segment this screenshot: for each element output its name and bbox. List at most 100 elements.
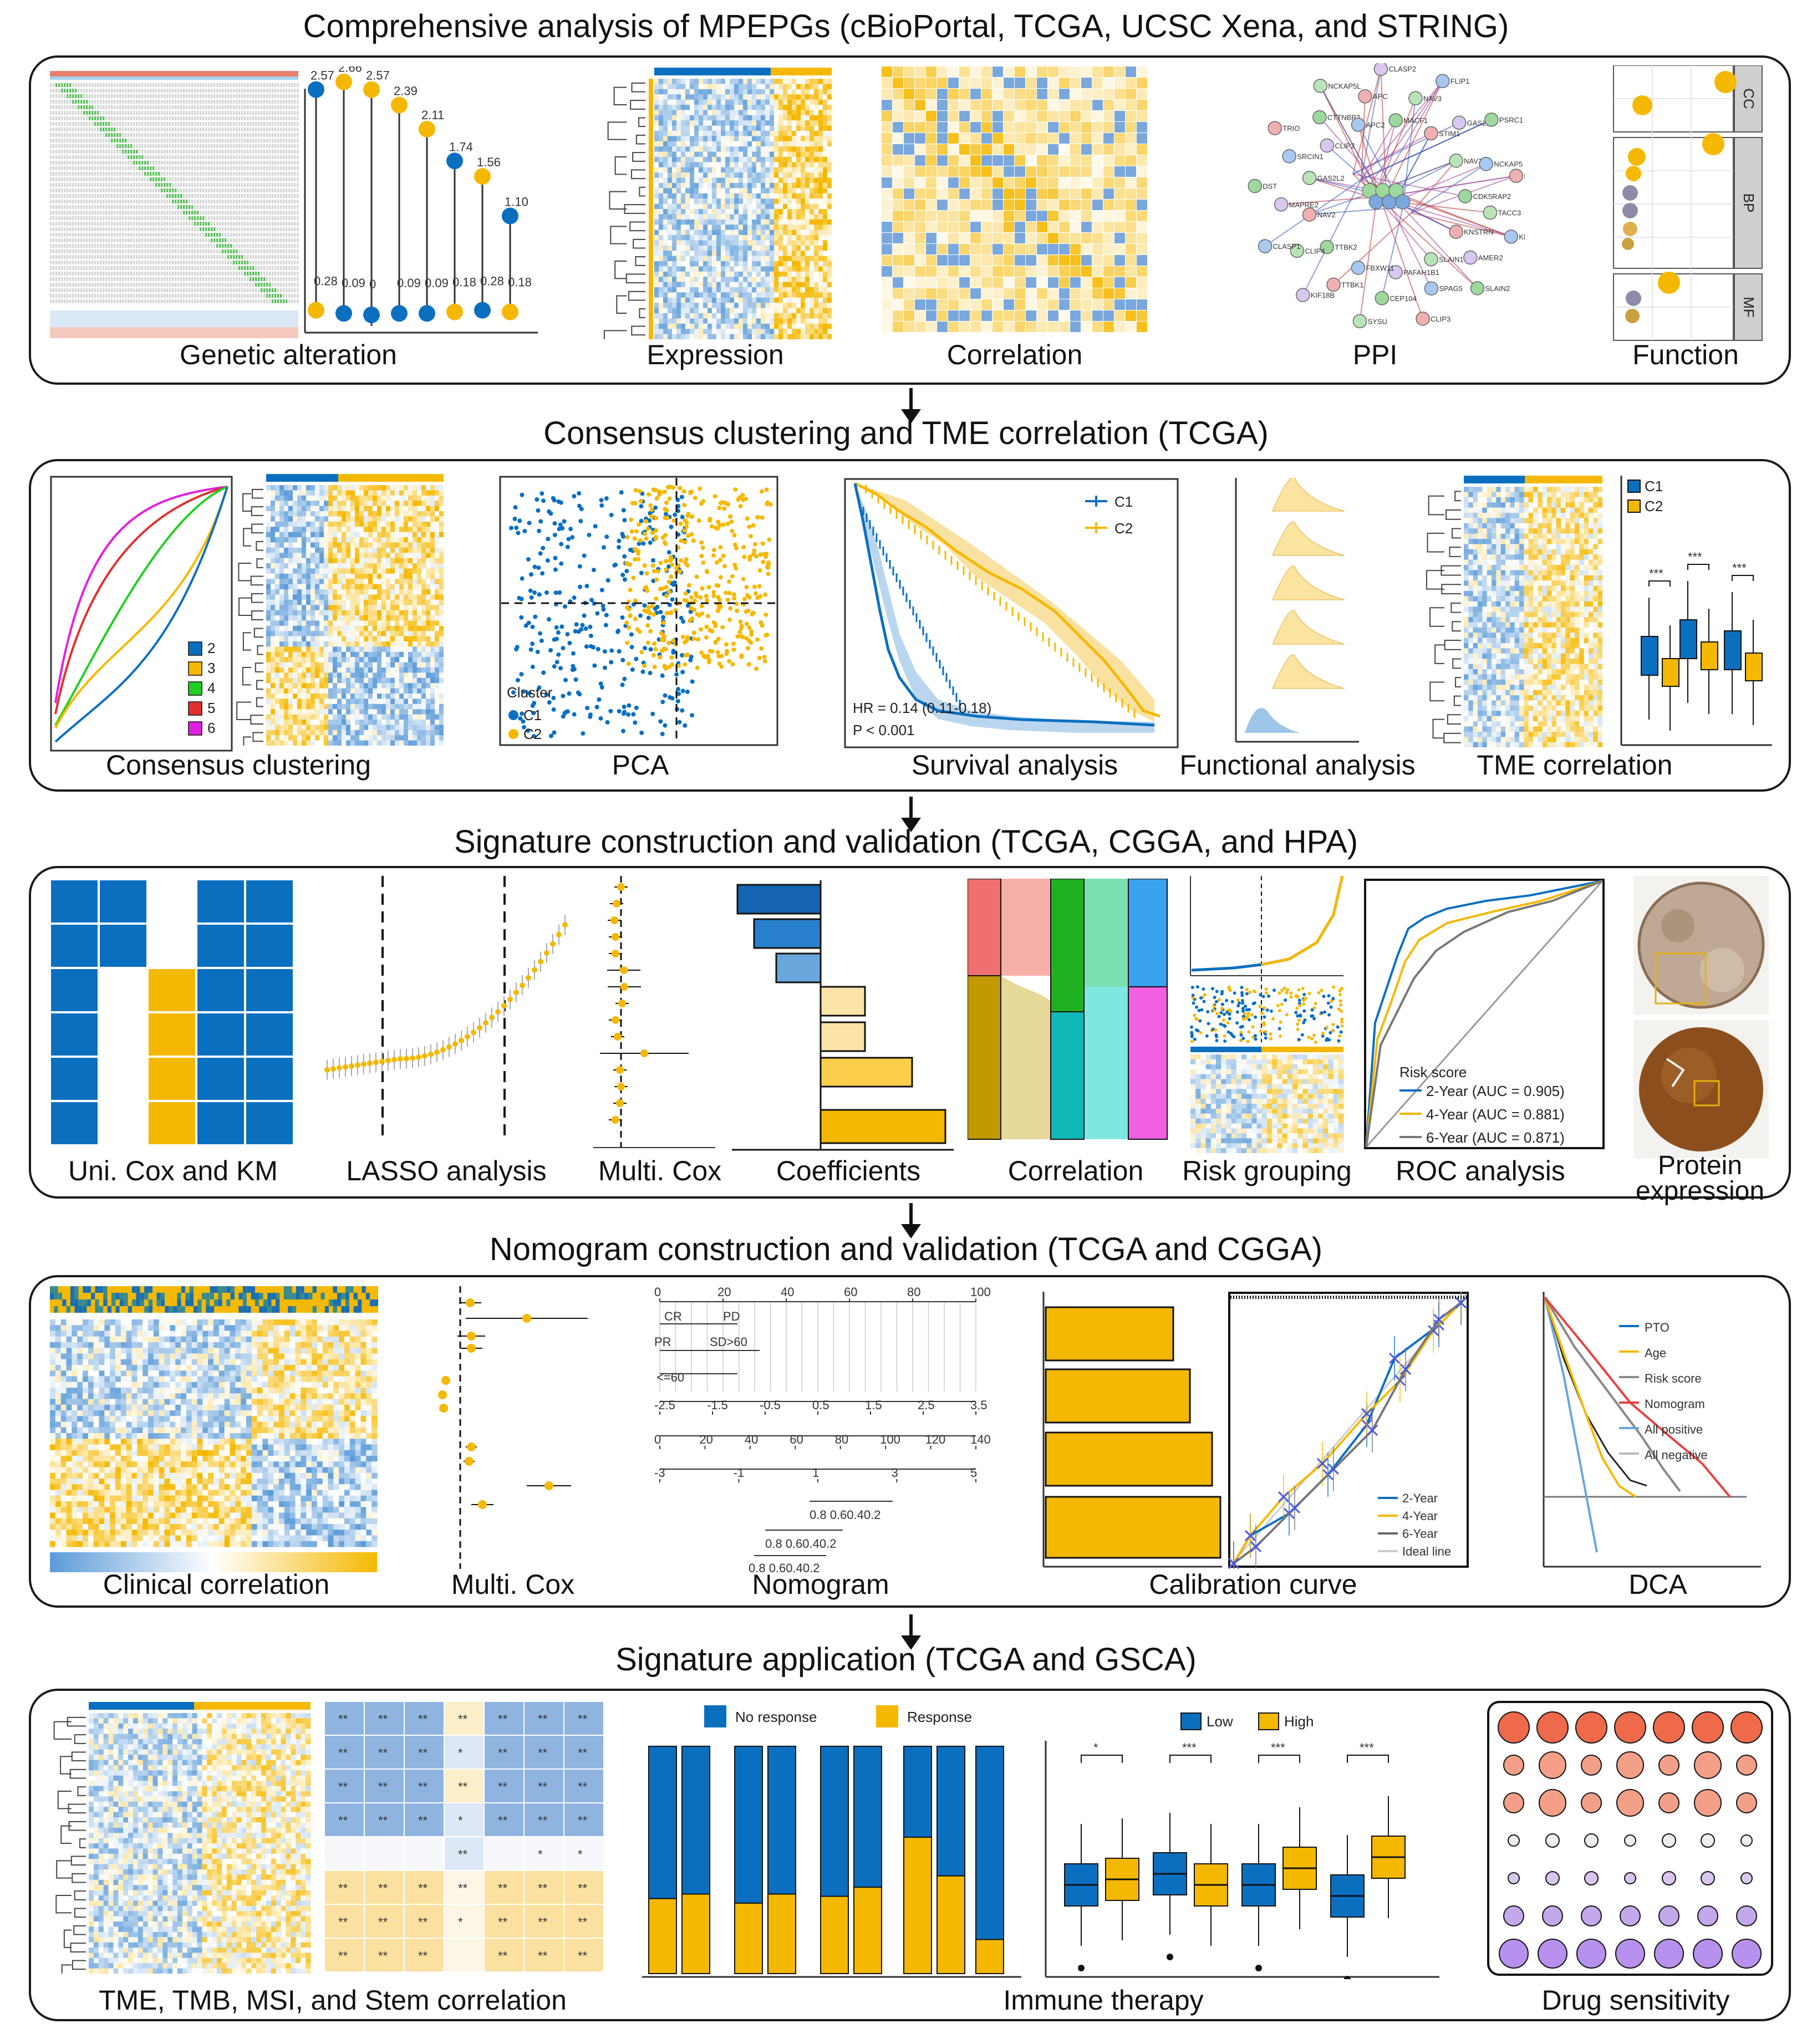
risk-dot — [1241, 1007, 1245, 1011]
pca-point-c1 — [536, 508, 541, 513]
ppi-node — [1388, 113, 1403, 128]
sig-bracket — [1648, 580, 1671, 587]
star-cell — [564, 1939, 603, 1971]
risk-dot — [1269, 1009, 1273, 1013]
clinical-annot — [341, 1293, 345, 1299]
risk-dot — [1284, 998, 1287, 1002]
caption-survival-analysis: Survival analysis — [911, 750, 1118, 781]
clinical-annot — [329, 1306, 333, 1313]
clinical-annot — [148, 1286, 152, 1293]
star-label: ** — [498, 1780, 508, 1794]
nomo-tick-label: 60 — [790, 1433, 803, 1446]
risk-dot — [1190, 1039, 1194, 1043]
pca-point-c2 — [711, 553, 716, 558]
ppi-node-label: SRCIN1 — [1297, 152, 1324, 161]
pca-point-c2 — [716, 595, 721, 600]
pca-point-c2 — [712, 494, 717, 499]
pca-point-c1 — [531, 733, 536, 738]
clinical-annot — [333, 1306, 337, 1313]
risk-dot — [1263, 1006, 1266, 1010]
pca-point-c1 — [620, 682, 625, 687]
pca-point-c1 — [526, 728, 531, 733]
star-cell — [525, 1803, 563, 1836]
pca-point-c2 — [683, 662, 688, 667]
pca-point-c1 — [622, 704, 627, 709]
clinical-annot — [124, 1299, 128, 1306]
calibration-cross — [1361, 1408, 1373, 1420]
pca-point-c2 — [625, 535, 630, 540]
clinical-annot — [312, 1293, 317, 1299]
bar-no-response — [853, 1746, 882, 1888]
calibration-cross — [1366, 1424, 1378, 1436]
pca-point-c1 — [561, 714, 566, 719]
pca-point-c1 — [584, 644, 589, 649]
clinical-annot — [148, 1306, 152, 1313]
drug-bubble — [1615, 1939, 1645, 1969]
clinical-annot — [341, 1306, 345, 1313]
drug-bubble — [1624, 1834, 1636, 1847]
ppi-node — [1373, 63, 1388, 76]
clinical-annot — [169, 1299, 173, 1306]
pca-point-c1 — [567, 641, 572, 646]
risk-dot — [1311, 1014, 1315, 1018]
risk-dot — [1214, 1028, 1218, 1032]
pca-point-c1 — [641, 541, 646, 546]
pca-point-c1 — [539, 638, 544, 643]
clinical-annot — [144, 1299, 149, 1306]
drug-bubble — [1539, 1751, 1566, 1779]
pca-point-c2 — [741, 544, 746, 549]
ppi-hub — [1395, 194, 1411, 210]
pca-point-c1 — [521, 719, 526, 724]
risk-dot — [1325, 1038, 1329, 1042]
pca-point-c1 — [642, 603, 647, 608]
lollipop-top — [502, 207, 518, 225]
clinical-annot — [103, 1299, 108, 1306]
unicox-cell — [197, 925, 244, 967]
forest-point — [620, 966, 628, 974]
pca-point-c1 — [643, 645, 648, 650]
caption-calibration-curve: Calibration curve — [1149, 1569, 1357, 1600]
clinical-annot — [238, 1286, 243, 1293]
star-label: ** — [378, 1882, 388, 1895]
pca-point-c1 — [558, 666, 563, 671]
clinical-annot — [132, 1299, 136, 1306]
forest-point — [613, 900, 620, 908]
pca-point-c1 — [676, 691, 681, 696]
pca-point-c2 — [721, 553, 726, 558]
pca-point-c2 — [768, 502, 773, 507]
pca-point-c2 — [671, 638, 676, 643]
pca-point-c2 — [664, 585, 669, 590]
risk-dot — [1212, 1008, 1216, 1012]
pca-point-c2 — [714, 560, 719, 565]
pca-point-c1 — [559, 624, 564, 629]
ppi-node-label: APC2 — [1366, 121, 1385, 129]
clinical-annot — [358, 1286, 362, 1293]
lasso-point — [562, 922, 568, 928]
forest-point — [618, 1000, 626, 1007]
pca-point-c1 — [622, 554, 627, 559]
pca-point-c2 — [651, 487, 656, 492]
calib-legend-4y: 4-Year — [1402, 1509, 1438, 1523]
pca-point-c2 — [755, 637, 760, 642]
risk-dot — [1289, 995, 1293, 999]
pca-point-c2 — [760, 541, 765, 546]
pca-point-c2 — [680, 634, 685, 639]
pca-point-c2 — [767, 537, 772, 542]
clinical-annot — [235, 1293, 239, 1299]
clinical-annot — [201, 1286, 206, 1293]
ppi-node-label: CEP104 — [1389, 294, 1416, 303]
risk-dot — [1195, 1005, 1199, 1009]
risk-dot — [1253, 1001, 1256, 1005]
pca-point-c2 — [669, 562, 674, 567]
clinical-annot — [181, 1293, 186, 1299]
unicox-cell — [197, 880, 244, 922]
forest-point — [617, 1083, 625, 1090]
clinical-annot — [54, 1306, 58, 1313]
roc-plot: Risk score 2-Year (AUC = 0.905) 4-Year (… — [1364, 879, 1605, 1149]
clinical-annot — [132, 1306, 136, 1313]
facet-mf: MF — [1740, 297, 1757, 318]
clinical-annot — [226, 1299, 231, 1306]
pca-point-c2 — [656, 492, 661, 497]
clinical-annot — [66, 1306, 70, 1313]
clinical-annot — [185, 1286, 190, 1293]
